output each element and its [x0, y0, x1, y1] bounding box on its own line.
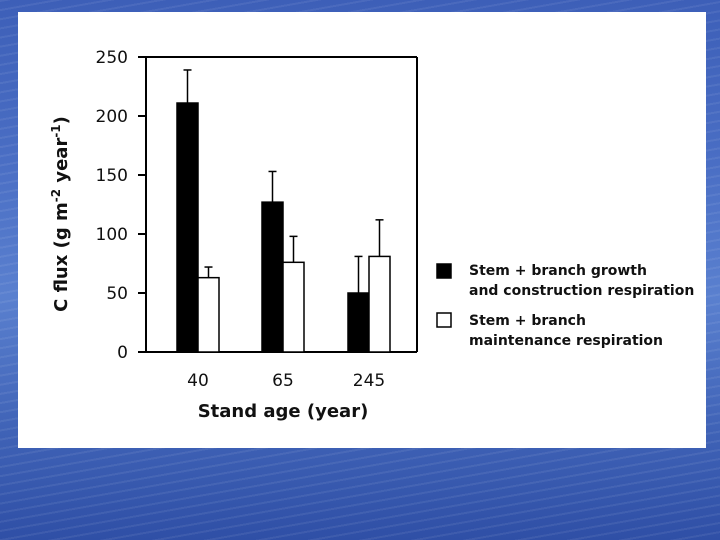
legend-label-maintenance-line2: maintenance respiration [469, 333, 663, 349]
y-axis-title: C flux (g m-2 year-1) [49, 116, 72, 312]
y-tick-label: 100 [96, 225, 128, 245]
x-tick-label: 40 [187, 371, 209, 391]
bar-growth-40 [176, 102, 199, 353]
y-tick-label: 250 [96, 48, 128, 68]
legend-swatch-maintenance [436, 312, 452, 328]
x-axis: 40 65 245 [187, 371, 385, 391]
y-tick-label: 200 [96, 107, 128, 127]
legend-label-maintenance-line1: Stem + branch [469, 313, 586, 329]
bar-growth-245 [347, 292, 370, 353]
x-tick-label: 65 [272, 371, 294, 391]
bars [176, 69, 391, 353]
legend: Stem + branch growth and construction re… [436, 263, 694, 349]
x-axis-title: Stand age (year) [198, 401, 369, 422]
y-tick-label: 150 [96, 166, 128, 186]
bar-maintenance-245 [368, 255, 391, 353]
bar-maintenance-40 [197, 276, 220, 353]
y-axis: 0 50 100 150 200 250 [96, 48, 146, 363]
legend-swatch-growth [436, 263, 452, 279]
bar-growth-65 [261, 201, 284, 353]
bar-maintenance-65 [282, 261, 305, 353]
legend-label-growth-line2: and construction respiration [469, 283, 694, 299]
chart-panel [18, 12, 706, 448]
y-tick-label: 50 [106, 284, 128, 304]
x-tick-label: 245 [353, 371, 385, 391]
legend-label-growth-line1: Stem + branch growth [469, 263, 647, 279]
y-tick-label: 0 [117, 343, 128, 363]
